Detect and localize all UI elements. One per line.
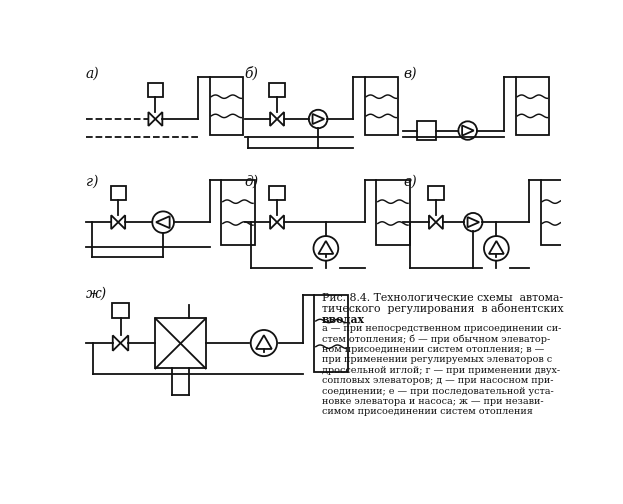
- Circle shape: [313, 236, 338, 261]
- Text: вводах: вводах: [322, 314, 365, 325]
- Circle shape: [459, 121, 477, 140]
- Text: д): д): [244, 174, 259, 188]
- Bar: [269, 186, 285, 200]
- Bar: [516, 78, 549, 135]
- Text: при применении регулируемых элеваторов с: при применении регулируемых элеваторов с: [322, 355, 552, 364]
- Circle shape: [250, 330, 277, 356]
- Text: ж): ж): [85, 287, 107, 301]
- Text: дроссельной иглой; г — при применении двух-: дроссельной иглой; г — при применении дв…: [322, 366, 560, 375]
- Bar: [269, 83, 285, 97]
- Circle shape: [152, 211, 174, 233]
- Bar: [428, 186, 444, 200]
- Bar: [155, 319, 206, 368]
- Text: симом присоединении систем отопления: симом присоединении систем отопления: [322, 407, 533, 416]
- Text: новке элеватора и насоса; ж — при незави-: новке элеватора и насоса; ж — при незави…: [322, 397, 544, 406]
- Bar: [314, 295, 348, 372]
- Circle shape: [464, 213, 482, 231]
- Bar: [221, 180, 255, 245]
- Text: тического  регулирования  в абонентских: тического регулирования в абонентских: [322, 303, 564, 314]
- Circle shape: [309, 110, 328, 128]
- Text: соединении; е — при последовательной уста-: соединении; е — при последовательной уст…: [322, 387, 554, 396]
- Bar: [110, 186, 126, 200]
- Bar: [541, 180, 574, 245]
- Text: ном присоединении систем отопления; в —: ном присоединении систем отопления; в —: [322, 345, 545, 354]
- Text: Рис. 8.4. Технологические схемы  автома-: Рис. 8.4. Технологические схемы автома-: [322, 293, 563, 303]
- Text: а): а): [85, 67, 99, 81]
- Text: г): г): [85, 174, 98, 188]
- Text: б): б): [244, 67, 259, 81]
- Text: а — при непосредственном присоединении си-: а — при непосредственном присоединении с…: [322, 324, 561, 333]
- Text: стем отопления; б — при обычном элеватор-: стем отопления; б — при обычном элеватор…: [322, 335, 550, 344]
- Bar: [376, 180, 409, 245]
- Bar: [209, 78, 243, 135]
- Bar: [364, 78, 398, 135]
- Text: в): в): [403, 67, 417, 81]
- Text: е): е): [403, 174, 417, 188]
- Circle shape: [484, 236, 509, 261]
- Text: сопловых элеваторов; д — при насосном при-: сопловых элеваторов; д — при насосном пр…: [322, 376, 553, 385]
- Bar: [112, 303, 129, 319]
- Bar: [148, 83, 163, 97]
- Bar: [417, 121, 436, 140]
